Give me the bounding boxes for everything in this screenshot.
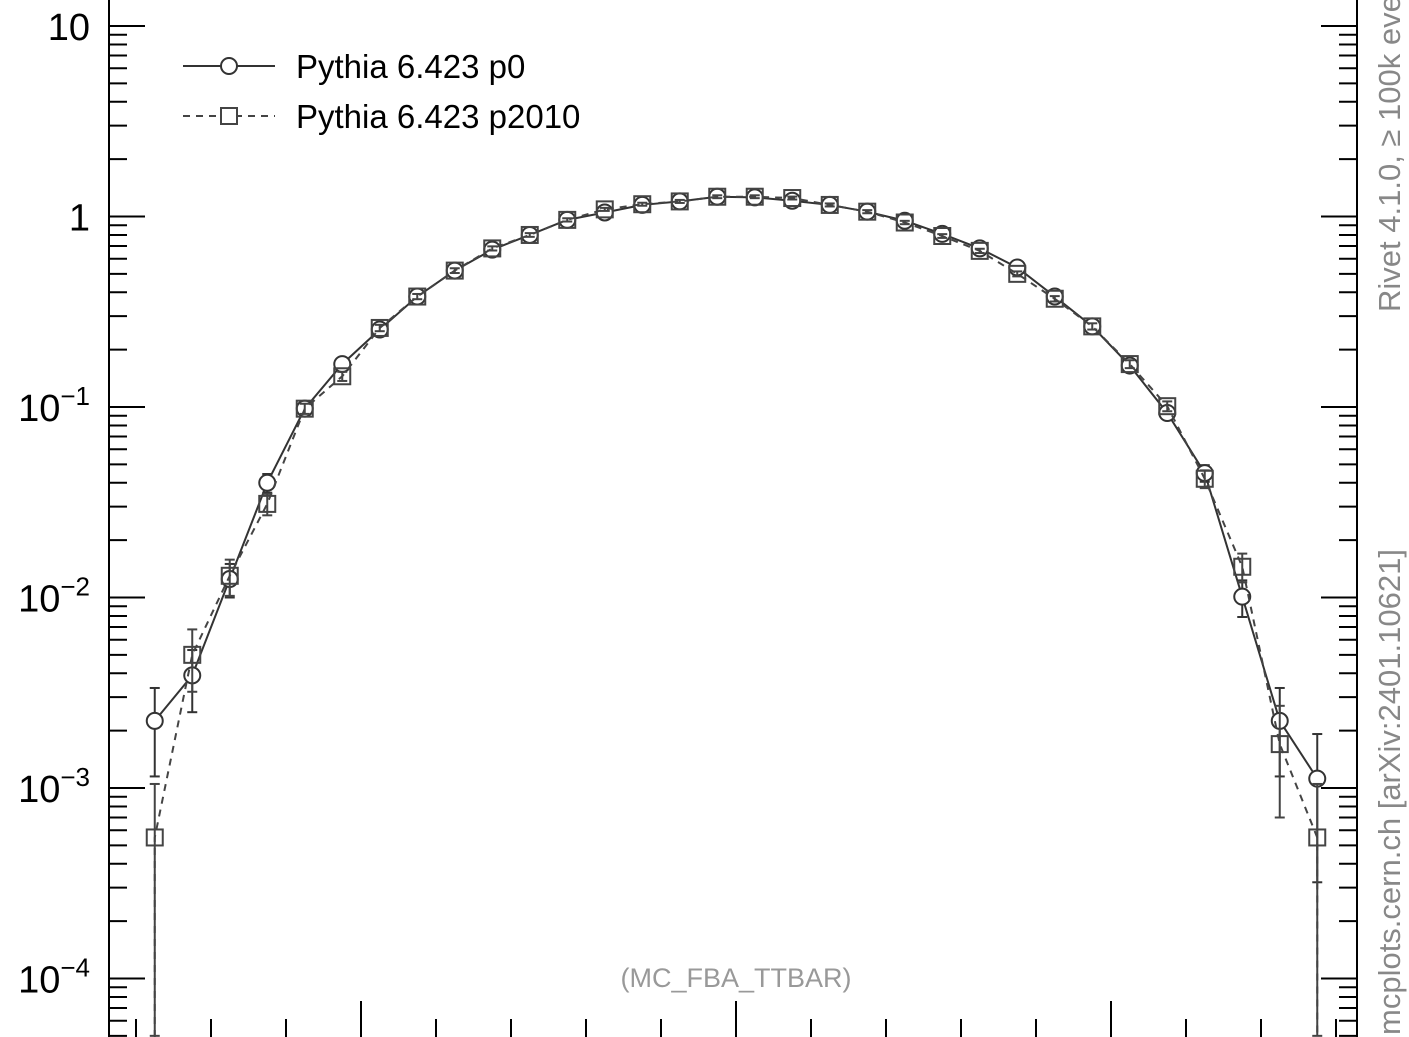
y-tick-labels: 10 1 10−1 10−2 10−3 10−4 bbox=[18, 7, 90, 1002]
data-point bbox=[408, 287, 427, 306]
y-tick-label: 1 bbox=[69, 198, 90, 240]
data-point bbox=[520, 225, 539, 244]
series-line bbox=[153, 195, 1319, 780]
data-point bbox=[745, 187, 764, 206]
y-tick-label: 10 bbox=[48, 7, 90, 49]
y-tick-label: 10−4 bbox=[18, 953, 90, 1002]
data-point bbox=[708, 187, 727, 206]
data-point bbox=[1308, 828, 1327, 847]
data-point bbox=[145, 711, 164, 730]
legend-label-p2010: Pythia 6.423 p2010 bbox=[296, 98, 580, 135]
data-point bbox=[1008, 264, 1027, 283]
data-point bbox=[483, 239, 502, 258]
rivet-version-credit: Rivet 4.1.0, ≥ 100k events bbox=[1372, 0, 1407, 312]
data-point bbox=[370, 318, 389, 337]
data-point bbox=[1195, 469, 1214, 488]
data-point bbox=[183, 645, 202, 664]
data-point bbox=[558, 210, 577, 229]
data-point bbox=[970, 241, 989, 260]
data-point bbox=[145, 828, 164, 847]
data-point bbox=[445, 261, 464, 280]
legend: Pythia 6.423 p0 Pythia 6.423 p2010 bbox=[183, 48, 580, 135]
data-point bbox=[333, 367, 352, 386]
data-point bbox=[220, 566, 239, 585]
legend-marker-p0 bbox=[220, 57, 238, 75]
y-tick-label: 10−3 bbox=[18, 762, 90, 811]
legend-label-p0: Pythia 6.423 p0 bbox=[296, 48, 525, 85]
data-point bbox=[633, 195, 652, 214]
data-point bbox=[895, 213, 914, 232]
data-point bbox=[670, 192, 689, 211]
mcplots-credit: mcplots.cern.ch [arXiv:2401.10621] bbox=[1372, 549, 1407, 1035]
series-p2010 bbox=[145, 187, 1327, 1037]
data-point bbox=[933, 227, 952, 246]
plot-frame: 10 1 10−1 10−2 10−3 10−4 bbox=[18, 0, 1358, 1037]
legend-marker-p2010 bbox=[220, 107, 238, 125]
x-ticks bbox=[135, 1001, 1337, 1037]
data-point bbox=[595, 200, 614, 219]
y-ticks bbox=[109, 25, 1357, 1037]
analysis-id-annotation: (MC_FBA_TTBAR) bbox=[620, 963, 851, 993]
data-point bbox=[1233, 587, 1252, 606]
data-point bbox=[295, 399, 314, 418]
series-line bbox=[153, 195, 1319, 1037]
data-point bbox=[783, 189, 802, 208]
data-point bbox=[1120, 355, 1139, 374]
series-layer bbox=[145, 187, 1327, 1037]
data-point bbox=[258, 473, 277, 492]
data-point bbox=[1045, 289, 1064, 308]
data-point bbox=[1083, 317, 1102, 336]
y-tick-label: 10−2 bbox=[18, 572, 90, 621]
data-point bbox=[1158, 397, 1177, 416]
data-point bbox=[1233, 557, 1252, 576]
series-p0 bbox=[145, 187, 1327, 884]
data-point bbox=[858, 202, 877, 221]
data-point bbox=[820, 195, 839, 214]
data-point bbox=[1270, 735, 1289, 754]
y-tick-label: 10−1 bbox=[18, 381, 90, 430]
legend-entry-p0: Pythia 6.423 p0 bbox=[183, 48, 525, 85]
legend-entry-p2010: Pythia 6.423 p2010 bbox=[183, 98, 580, 135]
data-point bbox=[258, 494, 277, 513]
